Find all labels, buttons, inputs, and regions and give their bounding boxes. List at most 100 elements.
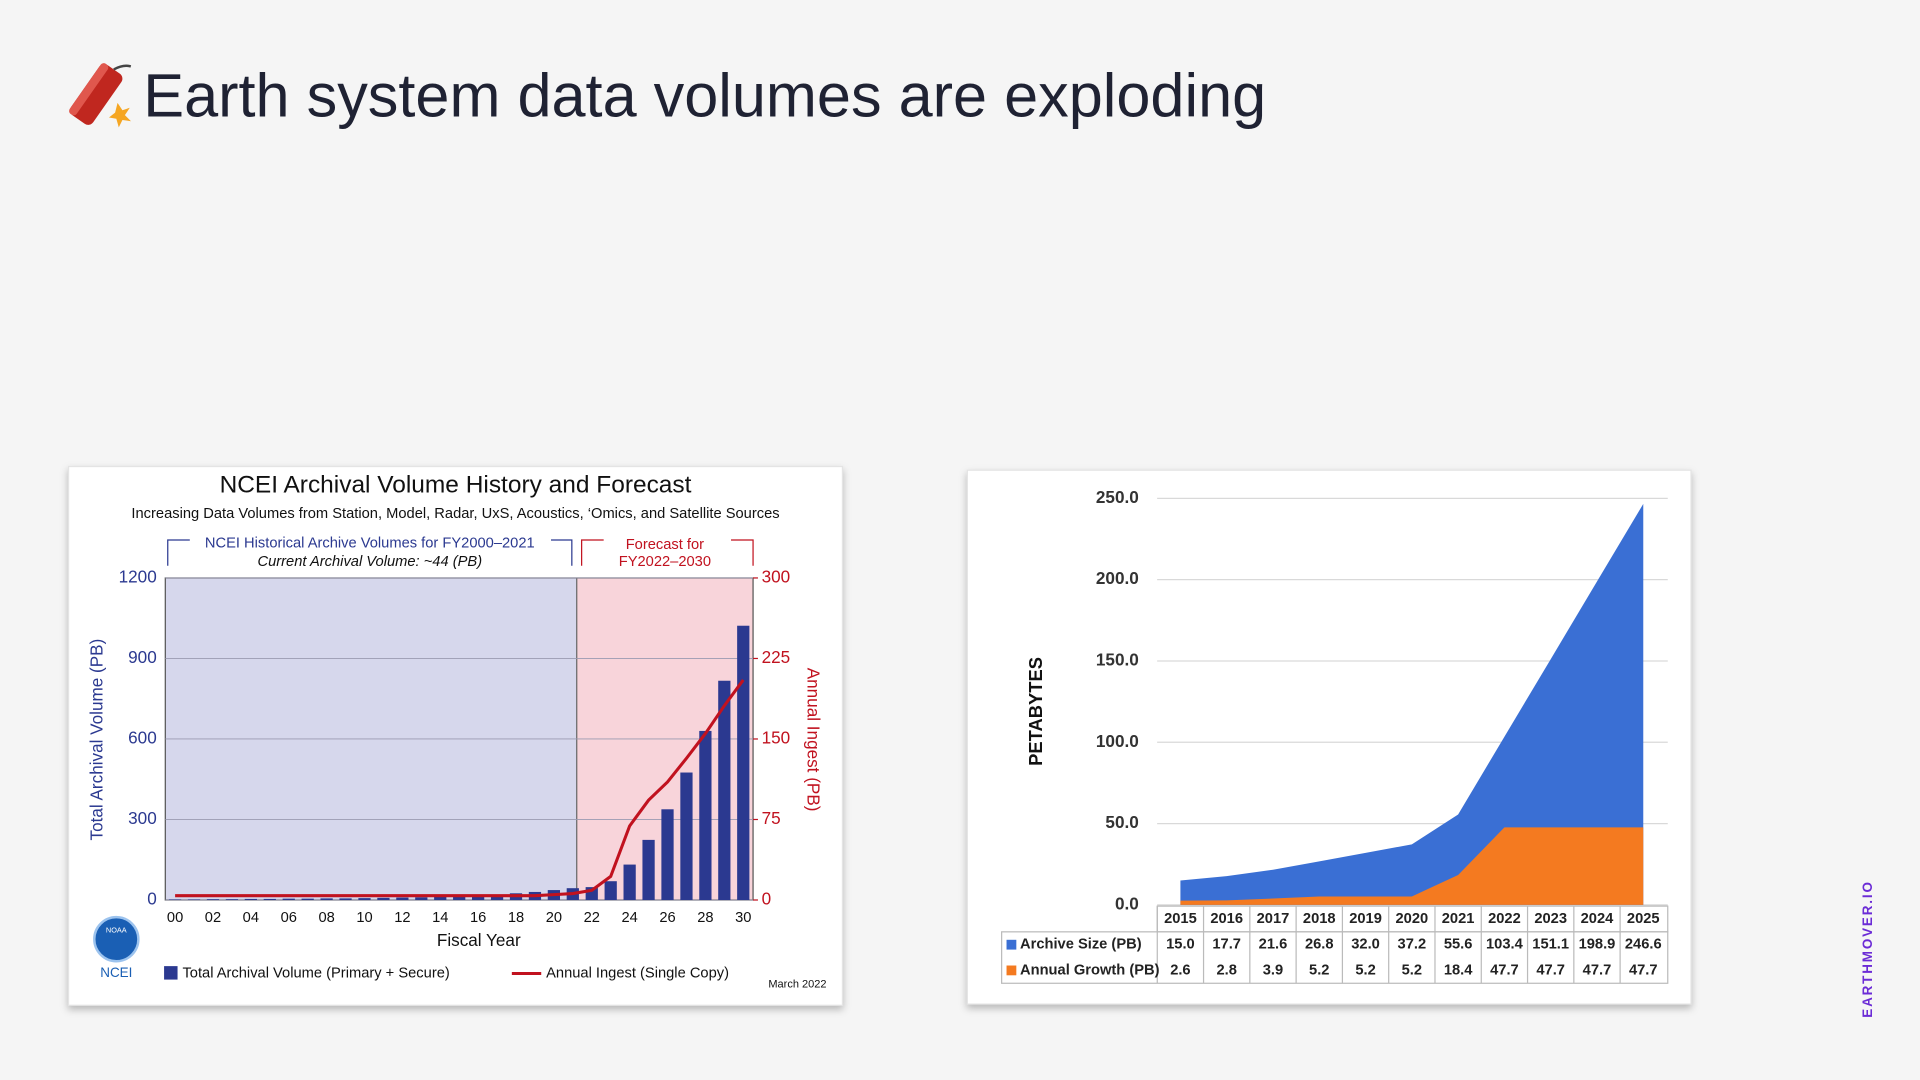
x-tick-label: 02 — [205, 910, 221, 926]
legend-swatch — [1006, 965, 1017, 976]
logo-badge: NOAA — [106, 926, 127, 935]
date-note: March 2022 — [768, 978, 826, 990]
legend-label: Total Archival Volume (Primary + Secure) — [182, 965, 449, 981]
bar — [699, 730, 712, 901]
bar — [737, 625, 750, 901]
bar — [642, 839, 655, 901]
table-value: 47.7 — [1490, 962, 1519, 978]
table-value: 47.7 — [1536, 962, 1565, 978]
table-header: 2021 — [1442, 911, 1475, 927]
table-value: 21.6 — [1259, 937, 1288, 953]
icon-spark — [108, 102, 132, 128]
y2-tick-label: 150 — [762, 728, 791, 748]
bar — [301, 898, 314, 901]
y-tick-label: 50.0 — [1105, 812, 1138, 832]
table-header: 2019 — [1349, 911, 1382, 927]
bar — [661, 809, 674, 901]
x-tick-label: 24 — [621, 910, 637, 926]
table-value: 47.7 — [1583, 962, 1612, 978]
table-header: 2022 — [1488, 911, 1521, 927]
bar — [282, 898, 295, 901]
bar — [320, 898, 333, 901]
y2-tick-label: 225 — [762, 647, 791, 667]
table-header: 2023 — [1534, 911, 1567, 927]
y-axis-label: PETABYTES — [1025, 657, 1046, 766]
x-tick-label: 20 — [546, 910, 562, 926]
bar — [358, 898, 371, 901]
bar — [718, 680, 731, 901]
y-tick-label: 200.0 — [1096, 568, 1139, 588]
chart-subtitle: Increasing Data Volumes from Station, Mo… — [131, 506, 779, 522]
y-tick-label: 0.0 — [1115, 893, 1139, 913]
x-tick-label: 14 — [432, 910, 448, 926]
bar — [225, 899, 239, 901]
bar — [396, 897, 409, 901]
history-note: NCEI Historical Archive Volumes for FY20… — [205, 536, 535, 552]
bar — [680, 772, 693, 901]
legend-label: Annual Ingest (Single Copy) — [546, 965, 729, 981]
bar — [206, 899, 220, 901]
x-tick-label: 04 — [243, 910, 259, 926]
table-value: 151.1 — [1532, 937, 1569, 953]
bar — [377, 897, 390, 901]
table-value: 2.6 — [1170, 962, 1190, 978]
bar — [415, 897, 428, 901]
area — [1180, 503, 1644, 905]
x-tick-label: 10 — [356, 910, 372, 926]
y-tick-label: 250.0 — [1096, 487, 1139, 507]
x-tick-label: 30 — [735, 910, 751, 926]
y-axis-label: Total Archival Volume (PB) — [86, 639, 106, 841]
chart-title: NCEI Archival Volume History and Forecas… — [220, 472, 692, 499]
table-header: 2018 — [1303, 911, 1336, 927]
table-value: 17.7 — [1212, 937, 1241, 953]
legend-swatch — [1006, 939, 1017, 950]
table-header: 2020 — [1395, 911, 1428, 927]
y2-axis-label: Annual Ingest (PB) — [803, 668, 823, 812]
table-value: 5.2 — [1309, 962, 1329, 978]
history-bracket — [167, 539, 573, 566]
table-value: 246.6 — [1625, 937, 1662, 953]
y-tick-label: 300 — [128, 808, 157, 828]
table-value: 198.9 — [1579, 937, 1616, 953]
bar — [339, 898, 352, 901]
x-axis-label: Fiscal Year — [437, 930, 521, 950]
bar — [453, 896, 466, 901]
y-tick-label: 1200 — [119, 566, 157, 586]
table-value: 26.8 — [1305, 937, 1334, 953]
bar — [623, 864, 636, 901]
legend-label: Archive Size (PB) — [1020, 937, 1142, 953]
watermark: EARTHMOVER.IO — [1860, 880, 1875, 1018]
table-value: 37.2 — [1398, 937, 1427, 953]
bar — [244, 898, 257, 901]
firecracker-icon — [69, 63, 132, 125]
bar — [434, 896, 447, 901]
bar — [263, 898, 276, 901]
table-header: 2025 — [1627, 911, 1660, 927]
bar — [490, 894, 504, 901]
logo-circle — [93, 915, 140, 963]
forecast-note: FY2022–2030 — [619, 554, 711, 570]
legend-swatch — [164, 966, 178, 980]
icon-body — [70, 64, 123, 125]
y-tick-label: 900 — [128, 647, 157, 667]
table-header: 2024 — [1581, 911, 1615, 927]
x-tick-label: 16 — [470, 910, 486, 926]
table-header: 2016 — [1210, 911, 1243, 927]
legend-label: Annual Growth (PB) — [1020, 962, 1160, 978]
bar — [604, 881, 617, 901]
forecast-note: Forecast for — [626, 537, 704, 553]
x-tick-label: 00 — [167, 910, 183, 926]
x-tick-label: 26 — [659, 910, 675, 926]
table-header: 2017 — [1257, 911, 1290, 927]
bar — [168, 899, 182, 901]
y-tick-label: 100.0 — [1096, 731, 1139, 751]
table-value: 3.9 — [1263, 962, 1283, 978]
table-value: 5.2 — [1402, 962, 1422, 978]
y-tick-label: 0 — [147, 889, 157, 909]
x-tick-label: 06 — [281, 910, 297, 926]
x-tick-label: 18 — [508, 910, 524, 926]
y-tick-label: 150.0 — [1096, 650, 1139, 670]
x-tick-label: 28 — [697, 910, 713, 926]
